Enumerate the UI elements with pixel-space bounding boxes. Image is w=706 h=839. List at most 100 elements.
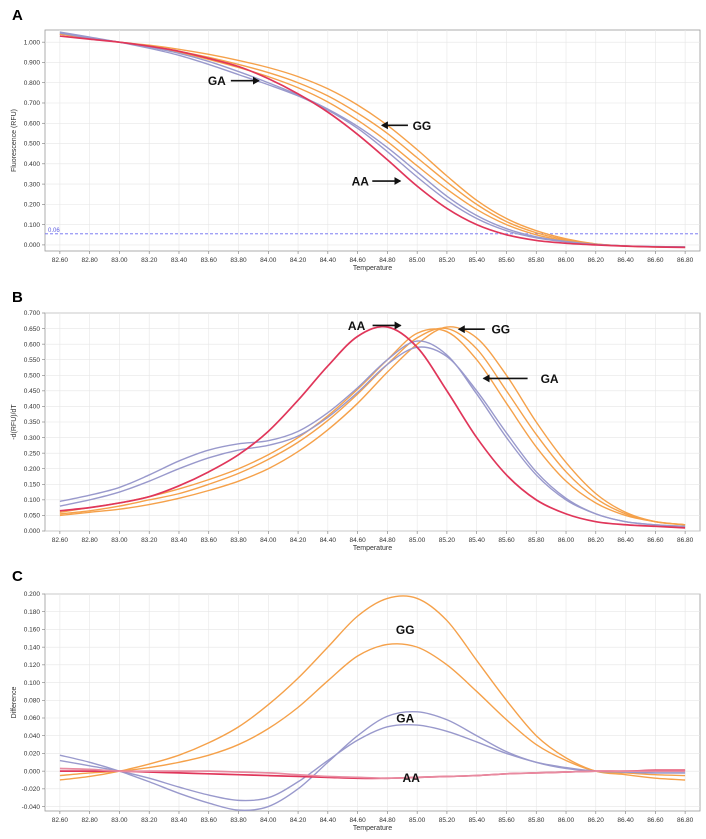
y-tick-label: 0.200 — [24, 591, 41, 598]
x-tick-label: 84.00 — [260, 257, 277, 264]
annotation-label-ga: GA — [541, 372, 559, 386]
x-tick-label: 82.60 — [52, 537, 69, 544]
y-tick-label: 0.500 — [24, 141, 41, 148]
x-tick-label: 85.00 — [409, 257, 426, 264]
y-tick-label: 0.150 — [24, 481, 41, 488]
x-tick-label: 83.00 — [111, 257, 128, 264]
x-tick-label: 84.20 — [290, 817, 307, 824]
panel-label: A — [12, 7, 23, 24]
plot-area — [44, 593, 701, 812]
x-tick-label: 83.20 — [141, 817, 158, 824]
y-tick-label: 0.040 — [24, 733, 41, 740]
x-tick-label: 86.80 — [677, 537, 694, 544]
annotation-label-ga: GA — [396, 712, 414, 726]
x-axis-label: Temperature — [353, 825, 392, 832]
x-tick-label: 84.60 — [349, 817, 366, 824]
x-tick-label: 85.40 — [469, 257, 486, 264]
series-line-gg-1 — [59, 643, 686, 777]
x-tick-label: 86.60 — [647, 537, 664, 544]
x-tick-label: 83.00 — [111, 817, 128, 824]
y-tick-label: 0.140 — [24, 644, 41, 651]
y-tick-label: 0.200 — [24, 202, 41, 209]
x-tick-label: 82.80 — [82, 817, 99, 824]
x-tick-label: 82.80 — [82, 257, 99, 264]
annotation-label-ga: GA — [208, 74, 226, 88]
y-tick-label: 0.020 — [24, 751, 41, 758]
y-tick-label: 0.250 — [24, 450, 41, 457]
x-axis-label: Temperature — [353, 265, 392, 272]
x-tick-label: 86.20 — [588, 257, 605, 264]
x-tick-label: 86.00 — [558, 537, 575, 544]
y-tick-label: 0.650 — [24, 326, 41, 333]
x-tick-label: 83.40 — [171, 817, 188, 824]
y-tick-label: 0.600 — [24, 120, 41, 127]
x-tick-label: 85.80 — [528, 257, 545, 264]
y-tick-label: 0.700 — [24, 310, 41, 317]
x-tick-label: 86.40 — [617, 257, 634, 264]
y-tick-label: 0.550 — [24, 357, 41, 364]
y-tick-label: 0.100 — [24, 497, 41, 504]
series-line-gg-0 — [59, 328, 686, 526]
series-line-gg-0 — [59, 595, 686, 781]
chart-panel-c: C -0.040 -0.020 0.000 0.020 0.040 0.060 0.080 0.… — [11, 568, 701, 832]
x-tick-label: 84.80 — [379, 817, 396, 824]
x-tick-label: 86.60 — [647, 257, 664, 264]
x-tick-label: 84.40 — [320, 537, 337, 544]
threshold-label: 0.06 — [48, 228, 60, 234]
x-tick-label: 86.00 — [558, 817, 575, 824]
x-tick-label: 84.60 — [349, 257, 366, 264]
x-tick-label: 83.20 — [141, 537, 158, 544]
y-tick-label: 0.160 — [24, 627, 41, 634]
x-tick-label: 84.00 — [260, 817, 277, 824]
series-line-ga-3 — [59, 723, 686, 802]
y-axis-label: Fluorescence (RFU) — [11, 109, 18, 172]
y-tick-label: 0.100 — [24, 222, 41, 229]
x-tick-label: 86.00 — [558, 257, 575, 264]
x-tick-label: 86.80 — [677, 817, 694, 824]
x-tick-label: 86.20 — [588, 817, 605, 824]
y-tick-label: 0.100 — [24, 680, 41, 687]
y-tick-label: 0.600 — [24, 341, 41, 348]
x-tick-label: 84.80 — [379, 537, 396, 544]
annotation-label-aa: AA — [348, 319, 366, 333]
y-axis-label: -d(RFU)/dT — [11, 404, 18, 440]
x-tick-label: 83.20 — [141, 257, 158, 264]
x-tick-label: 82.60 — [52, 817, 69, 824]
x-tick-label: 84.20 — [290, 257, 307, 264]
x-tick-label: 85.80 — [528, 537, 545, 544]
y-tick-label: 0.450 — [24, 388, 41, 395]
x-tick-label: 85.20 — [439, 537, 456, 544]
y-tick-label: 0.120 — [24, 662, 41, 669]
series-line-aa-5 — [59, 325, 686, 529]
x-tick-label: 85.60 — [498, 817, 515, 824]
y-tick-label: 0.400 — [24, 161, 41, 168]
y-tick-label: 0.000 — [24, 528, 41, 535]
annotation-label-aa: AA — [352, 175, 370, 189]
x-axis-label: Temperature — [353, 545, 392, 552]
x-tick-label: 84.00 — [260, 537, 277, 544]
y-tick-label: 0.000 — [24, 242, 41, 249]
x-tick-label: 83.40 — [171, 257, 188, 264]
y-tick-label: 0.400 — [24, 404, 41, 411]
x-tick-label: 84.40 — [320, 817, 337, 824]
x-tick-label: 83.80 — [230, 537, 247, 544]
x-tick-label: 85.20 — [439, 257, 456, 264]
x-tick-label: 82.80 — [82, 537, 99, 544]
annotation-label-gg: GG — [413, 119, 432, 133]
x-tick-label: 85.40 — [469, 537, 486, 544]
x-tick-label: 83.00 — [111, 537, 128, 544]
y-tick-label: 0.800 — [24, 80, 41, 87]
x-tick-label: 86.80 — [677, 257, 694, 264]
y-tick-label: 0.700 — [24, 100, 41, 107]
x-tick-label: 85.60 — [498, 537, 515, 544]
series-line-aa-5 — [59, 35, 686, 249]
y-tick-label: 0.350 — [24, 419, 41, 426]
x-tick-label: 83.60 — [201, 817, 218, 824]
x-tick-label: 84.20 — [290, 537, 307, 544]
y-tick-label: 0.180 — [24, 609, 41, 616]
x-tick-label: 85.20 — [439, 817, 456, 824]
x-tick-label: 83.40 — [171, 537, 188, 544]
x-tick-label: 86.60 — [647, 817, 664, 824]
